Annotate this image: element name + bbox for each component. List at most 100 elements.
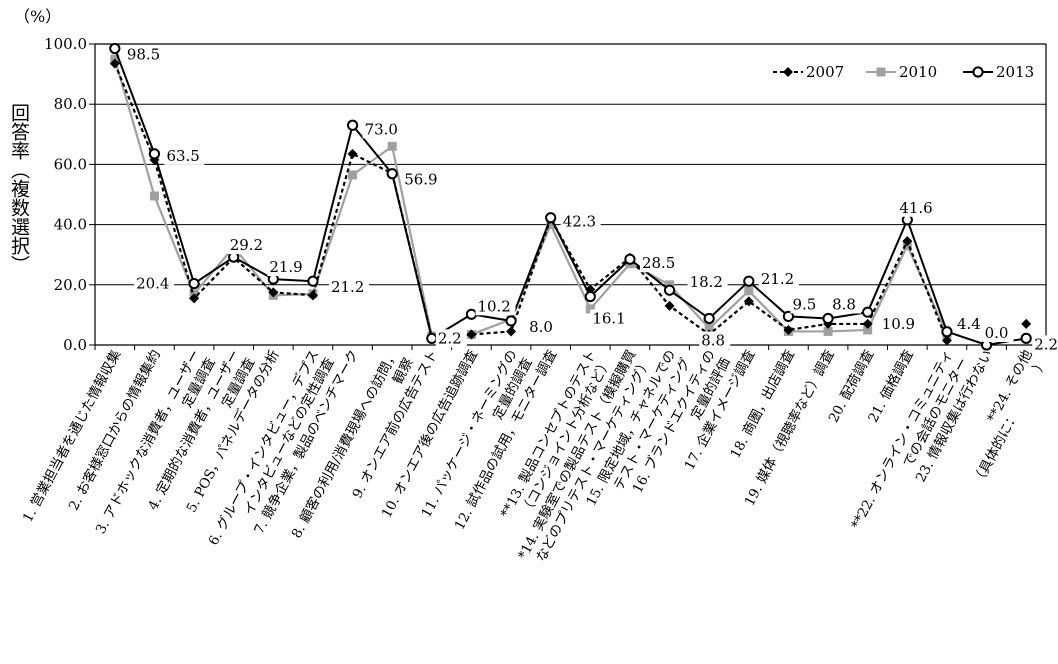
data-label-bg bbox=[164, 146, 205, 165]
data-label-bg bbox=[1032, 335, 1058, 354]
data-label-bg bbox=[758, 270, 799, 289]
diamond-marker bbox=[347, 148, 358, 159]
data-label-bg bbox=[590, 309, 631, 328]
circle-marker bbox=[307, 275, 319, 287]
data-label: 9.5 bbox=[792, 295, 816, 313]
data-label-bg bbox=[897, 198, 938, 217]
series-2007 bbox=[109, 58, 1032, 346]
data-label-bg bbox=[227, 236, 268, 255]
data-label-bg bbox=[954, 314, 986, 333]
circle-marker bbox=[703, 312, 715, 325]
square-marker bbox=[876, 67, 886, 77]
data-label: 0.0 bbox=[985, 324, 1009, 342]
data-label: 8.0 bbox=[529, 318, 553, 336]
unit-label: （%） bbox=[14, 7, 61, 26]
data-label-bg bbox=[790, 295, 822, 314]
data-label: 4.4 bbox=[957, 315, 981, 333]
diamond-marker bbox=[189, 293, 200, 304]
circle-marker bbox=[972, 66, 984, 78]
diamond-marker bbox=[664, 300, 675, 311]
data-label-bg bbox=[362, 120, 403, 139]
data-label-bg bbox=[560, 212, 601, 231]
diamond-marker bbox=[862, 318, 873, 329]
data-label: 2.2 bbox=[1034, 335, 1058, 353]
square-marker bbox=[585, 304, 595, 314]
y-axis-ticks: 0.0 20.0 40.0 60.0 80.0 100.0 bbox=[44, 35, 87, 354]
diamond-marker bbox=[506, 326, 517, 337]
legend-label: 2007 bbox=[806, 63, 844, 81]
circle-marker bbox=[109, 42, 121, 55]
data-label: 63.5 bbox=[166, 147, 199, 165]
data-label-bg bbox=[134, 274, 175, 293]
square-marker bbox=[704, 323, 714, 333]
diamond-marker bbox=[109, 58, 120, 69]
y-tick-label: 20.0 bbox=[54, 276, 87, 294]
series-line bbox=[113, 48, 1027, 347]
data-label: 8.8 bbox=[701, 332, 725, 350]
circle-marker bbox=[782, 310, 795, 323]
data-label: 18.2 bbox=[690, 273, 723, 291]
circle-marker bbox=[743, 275, 755, 287]
square-marker bbox=[823, 326, 833, 336]
y-tick-label: 0.0 bbox=[63, 336, 87, 354]
diamond-marker bbox=[268, 287, 279, 298]
data-label-bg bbox=[267, 258, 308, 277]
data-label: 29.2 bbox=[230, 236, 263, 254]
square-marker bbox=[863, 325, 873, 335]
gridlines bbox=[89, 43, 1047, 350]
data-labels: 98.5 63.5 20.4 29.2 21.9 21.2 73.0 56.9 2.2 10.2 8… bbox=[124, 45, 1058, 354]
circle-marker bbox=[148, 148, 161, 160]
circle-marker bbox=[663, 284, 676, 296]
legend-label: 2010 bbox=[899, 63, 937, 81]
data-label: 21.2 bbox=[761, 270, 794, 288]
diamond-marker bbox=[307, 290, 318, 301]
category-label-group: **24. その他（具体的に： ） bbox=[970, 347, 1051, 488]
data-label-bg bbox=[639, 254, 680, 273]
data-label-bg bbox=[982, 324, 1014, 342]
data-label: 8.8 bbox=[832, 296, 856, 314]
diamond-marker bbox=[902, 236, 913, 247]
series-line bbox=[113, 58, 948, 338]
diamond-marker bbox=[1021, 318, 1032, 329]
data-label-bg bbox=[124, 45, 165, 64]
circle-marker bbox=[1020, 332, 1032, 344]
series-2013 bbox=[109, 42, 1032, 351]
data-label-bg bbox=[687, 273, 728, 292]
circle-marker bbox=[822, 312, 834, 325]
data-label: 28.5 bbox=[642, 254, 675, 272]
circle-marker bbox=[624, 253, 636, 265]
square-marker bbox=[546, 220, 556, 230]
y-axis-label: 回答率（複数選択） bbox=[8, 103, 30, 274]
circle-marker bbox=[505, 315, 517, 327]
square-marker bbox=[348, 170, 358, 180]
circle-marker bbox=[426, 332, 438, 344]
data-label: 73.0 bbox=[365, 120, 398, 138]
circle-marker bbox=[386, 168, 398, 180]
data-label: 16.1 bbox=[592, 310, 625, 328]
data-label-bg bbox=[475, 297, 516, 316]
y-tick-label: 60.0 bbox=[54, 155, 87, 173]
data-label: 10.9 bbox=[882, 315, 915, 333]
legend-label: 2013 bbox=[996, 63, 1034, 81]
data-label: 21.2 bbox=[331, 278, 364, 296]
diamond-marker bbox=[783, 324, 794, 335]
data-label: 10.2 bbox=[477, 297, 510, 315]
circle-marker bbox=[941, 326, 953, 338]
diamond-marker bbox=[941, 335, 952, 346]
y-tick-label: 80.0 bbox=[54, 95, 87, 113]
diamond-marker bbox=[783, 67, 793, 77]
data-label-bg bbox=[527, 317, 559, 336]
data-label-bg bbox=[879, 315, 920, 334]
circle-marker bbox=[188, 277, 200, 290]
data-label: 41.6 bbox=[899, 199, 932, 217]
data-label-bg bbox=[402, 170, 443, 189]
diamond-marker bbox=[466, 329, 477, 340]
data-label-bg bbox=[830, 295, 862, 314]
circle-marker bbox=[465, 308, 478, 320]
circle-marker bbox=[545, 212, 557, 224]
square-marker bbox=[744, 286, 754, 296]
diamond-marker bbox=[743, 296, 754, 307]
data-label: 21.9 bbox=[269, 258, 302, 276]
